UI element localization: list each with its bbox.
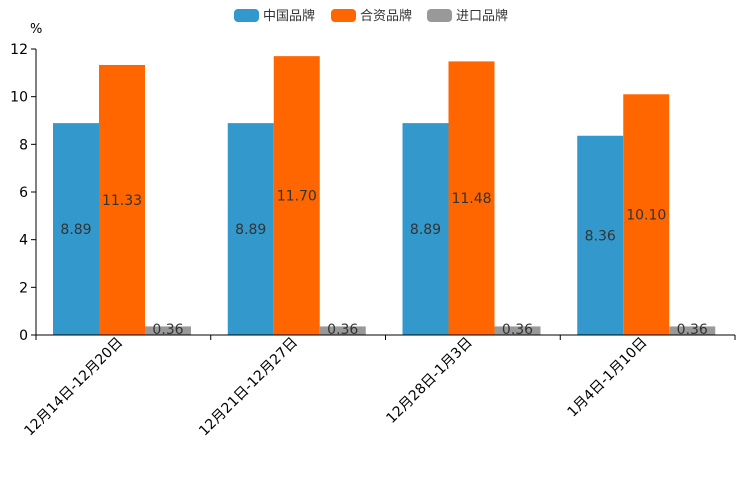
bar-2-1[interactable] [99,64,145,336]
legend-item-1[interactable]: 中国品牌 [234,8,315,24]
bar-2-2[interactable] [273,56,320,336]
bar-value-label: 11.70 [277,189,317,205]
legend-swatch [427,9,452,22]
y-axis-unit-label: % [30,22,42,37]
y-tick-label: 6 [19,185,28,201]
bar-value-label: 11.48 [451,191,491,207]
x-tick-label: 1月4日-1月10日 [564,335,650,421]
bar-value-label: 11.33 [102,193,142,209]
bar-value-label: 0.36 [152,322,183,338]
legend-label: 中国品牌 [263,8,315,24]
y-tick-label: 8 [19,137,28,153]
y-tick-label: 12 [10,42,28,58]
bars: 8.89 11.33 0.36 8.89 11.70 0.36 8.89 11.48 0.36 8… [53,56,716,338]
y-tick-label: 2 [19,280,28,296]
bar-1-3[interactable] [402,123,449,335]
bar-3-3[interactable] [494,326,541,335]
bar-1-1[interactable] [53,123,99,335]
legend-swatch [331,9,356,22]
x-tick-label: 12月21日-12月27日 [196,335,301,440]
y-tick-label: 0 [19,328,28,344]
bar-2-4[interactable] [623,94,670,336]
bar-value-label: 0.36 [327,322,358,338]
legend-label: 合资品牌 [360,8,412,24]
bar-3-4[interactable] [669,326,716,335]
bar-1-2[interactable] [227,123,274,335]
bar-value-label: 8.89 [410,222,441,238]
bar-3-1[interactable] [145,326,191,335]
y-tick-label: 10 [10,90,28,106]
x-tick-label: 12月28日-1月3日 [383,335,475,427]
y-tick-label: 4 [19,233,28,249]
x-axis: 12月14日-12月20日 12月21日-12月27日 12月28日-1月3日 1月4… [21,334,736,440]
legend: 中国品牌 合资品牌 进口品牌 [234,8,508,24]
legend-item-2[interactable]: 合资品牌 [331,8,412,24]
y-axis: 0 2 4 6 8 10 12 [10,42,37,344]
bar-value-label: 10.10 [626,208,666,224]
bar-1-4[interactable] [577,135,624,335]
legend-item-3[interactable]: 进口品牌 [427,8,508,24]
bar-value-label: 8.89 [60,222,91,238]
bar-3-2[interactable] [319,326,366,335]
bar-value-label: 8.36 [585,228,616,244]
legend-label: 进口品牌 [456,8,508,24]
bar-value-label: 0.36 [502,322,533,338]
bar-value-label: 0.36 [677,322,708,338]
bar-value-label: 8.89 [235,222,266,238]
x-tick-label: 12月14日-12月20日 [21,335,126,440]
legend-swatch [234,9,259,22]
bar-2-3[interactable] [448,61,495,335]
